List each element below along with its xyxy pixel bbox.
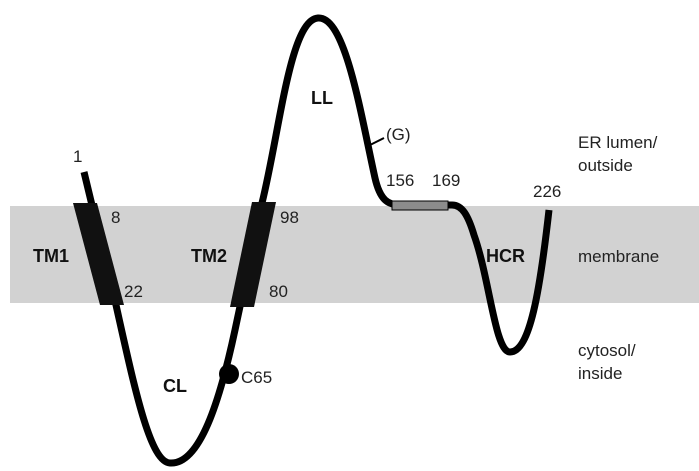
c65-label: C65 xyxy=(241,368,272,387)
c65-residue-dot xyxy=(219,364,239,384)
polypeptide-chain xyxy=(80,14,553,467)
residue-98-label: 98 xyxy=(280,208,299,227)
ll-label: LL xyxy=(311,88,333,108)
er-lumen-label-line1: ER lumen/ xyxy=(578,133,658,152)
tm1-label: TM1 xyxy=(33,246,69,266)
residue-156-label: 156 xyxy=(386,171,414,190)
cytosol-label-line1: cytosol/ xyxy=(578,341,636,360)
residue-80-label: 80 xyxy=(269,282,288,301)
tm2-label: TM2 xyxy=(191,246,227,266)
cl-label: CL xyxy=(163,376,187,396)
membrane-band xyxy=(10,206,699,303)
tm1-helix xyxy=(73,203,124,305)
residue-226-label: 226 xyxy=(533,182,561,201)
residue-22-label: 22 xyxy=(124,282,143,301)
hcr-label: HCR xyxy=(486,246,525,266)
glycosylation-label: (G) xyxy=(386,125,411,144)
er-lumen-label-line2: outside xyxy=(578,156,633,175)
residue-8-label: 8 xyxy=(111,208,120,227)
glycosylation-tick xyxy=(369,137,385,146)
residue-169-label: 169 xyxy=(432,171,460,190)
membrane-label: membrane xyxy=(578,247,659,266)
cytosol-label-line2: inside xyxy=(578,364,622,383)
hcr-membrane-segment xyxy=(391,200,449,211)
tm2-helix xyxy=(230,202,276,307)
residue-1-label: 1 xyxy=(73,147,82,166)
